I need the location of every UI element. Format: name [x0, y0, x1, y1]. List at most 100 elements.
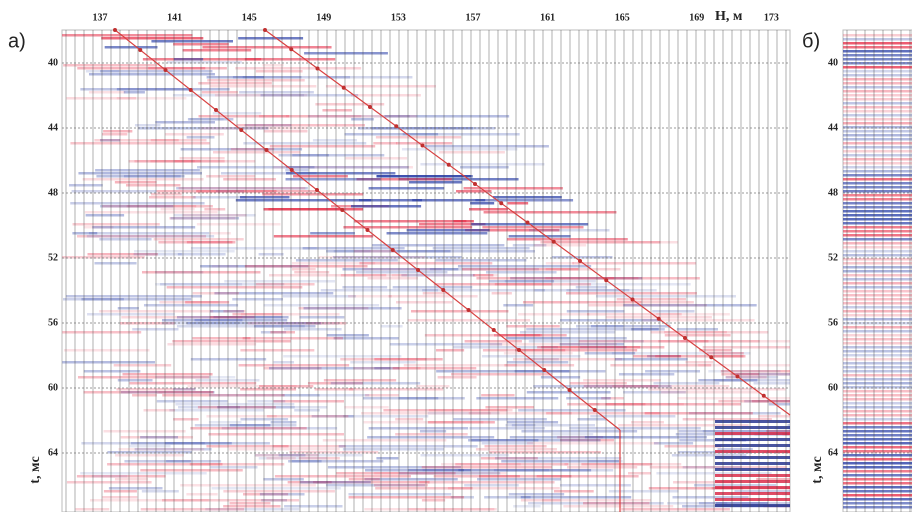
reflection-stripe — [161, 208, 195, 211]
reflection-stripe — [677, 397, 790, 400]
reflection-stripe — [569, 427, 701, 430]
reflection-stripe — [587, 313, 682, 316]
reflection-stripe — [92, 226, 195, 229]
reflection-stripe — [256, 70, 303, 73]
reflection-stripe — [169, 409, 263, 412]
reflection-stripe — [85, 211, 218, 214]
reflection-stripe — [843, 82, 912, 85]
reflection-stripe — [433, 247, 530, 250]
reflection-stripe — [114, 364, 171, 367]
reflection-stripe — [843, 58, 912, 61]
reflection-stripe — [63, 64, 157, 67]
x-tick-label: 161 — [540, 12, 555, 23]
reflection-stripe — [180, 157, 225, 160]
reflection-stripe — [134, 253, 182, 256]
reflection-stripe — [202, 46, 331, 49]
reflection-stripe — [551, 433, 593, 436]
reflection-stripe — [300, 481, 371, 484]
reflection-stripe — [645, 370, 700, 373]
reflection-stripe — [485, 406, 533, 409]
reflection-stripe — [715, 492, 790, 495]
reflection-stripe — [566, 292, 697, 295]
reflection-stripe — [715, 498, 790, 501]
reflection-stripe — [521, 499, 561, 502]
reflection-stripe — [475, 199, 573, 202]
reflection-stripe — [623, 304, 756, 307]
reflection-stripe — [843, 114, 912, 117]
reflection-stripe — [186, 493, 217, 496]
reflection-stripe — [546, 262, 574, 265]
reflection-stripe — [609, 490, 679, 493]
reflection-stripe — [843, 154, 912, 157]
reflection-stripe — [843, 126, 912, 129]
reflection-stripe — [77, 67, 205, 70]
diagonal-dot — [113, 28, 117, 32]
reflection-stripe — [843, 386, 912, 389]
reflection-stripe — [843, 142, 912, 145]
reflection-stripe — [843, 106, 912, 109]
reflection-stripe — [170, 217, 239, 220]
reflection-stripe — [304, 52, 388, 55]
reflection-stripe — [80, 472, 206, 475]
reflection-stripe — [465, 340, 522, 343]
reflection-stripe — [843, 306, 912, 309]
reflection-stripe — [504, 352, 573, 355]
reflection-stripe — [286, 115, 417, 118]
y-tick-label: 44 — [48, 122, 58, 133]
reflection-stripe — [843, 262, 912, 265]
reflection-stripe — [229, 448, 340, 451]
reflection-stripe — [843, 478, 912, 481]
reflection-stripe — [240, 349, 314, 352]
reflection-stripe — [843, 466, 912, 469]
reflection-stripe — [208, 433, 344, 436]
reflection-stripe — [596, 295, 736, 298]
reflection-stripe — [275, 475, 411, 478]
reflection-stripe — [664, 445, 721, 448]
reflection-stripe — [118, 448, 204, 451]
reflection-stripe — [393, 286, 473, 289]
y-axis-label: t, мс — [810, 456, 825, 483]
reflection-stripe — [140, 469, 242, 472]
reflection-stripe — [83, 178, 204, 181]
reflection-stripe — [843, 222, 912, 225]
reflection-stripe — [354, 220, 466, 223]
reflection-stripe — [715, 450, 790, 453]
reflection-stripe — [619, 373, 674, 376]
reflection-stripe — [843, 482, 912, 485]
reflection-stripe — [508, 337, 570, 340]
reflection-stripe — [541, 376, 580, 379]
reflection-stripe — [715, 432, 790, 435]
reflection-stripe — [843, 178, 912, 181]
reflection-stripe — [175, 403, 294, 406]
reflection-stripe — [843, 354, 912, 357]
reflection-stripe — [286, 172, 395, 175]
reflection-stripe — [843, 230, 912, 233]
reflection-stripe — [843, 34, 912, 37]
figure: 1371411451491531571611651691734044485256… — [0, 0, 912, 512]
reflection-stripe — [843, 454, 912, 457]
reflection-stripe — [843, 458, 912, 461]
reflection-stripe — [80, 88, 191, 91]
x-tick-label: 145 — [242, 12, 257, 23]
reflection-stripe — [843, 374, 912, 377]
y-tick-label: 52 — [48, 252, 58, 263]
reflection-stripe — [340, 358, 426, 361]
reflection-stripe — [653, 382, 719, 385]
reflection-stripe — [132, 394, 157, 397]
y-tick-label: 60 — [828, 382, 838, 393]
diagonal-dot — [526, 221, 530, 225]
reflection-stripe — [210, 232, 231, 235]
reflection-stripe — [351, 118, 374, 121]
reflection-stripe — [677, 328, 718, 331]
reflection-stripe — [715, 474, 790, 477]
reflection-stripe — [401, 274, 474, 277]
reflection-stripe — [458, 265, 591, 268]
reflection-stripe — [510, 436, 622, 439]
reflection-stripe — [395, 433, 467, 436]
reflection-stripe — [843, 138, 912, 141]
reflection-stripe — [843, 430, 912, 433]
reflection-stripe — [843, 282, 912, 285]
reflection-stripe — [284, 505, 342, 508]
reflection-stripe — [655, 355, 681, 358]
reflection-stripe — [224, 280, 335, 283]
